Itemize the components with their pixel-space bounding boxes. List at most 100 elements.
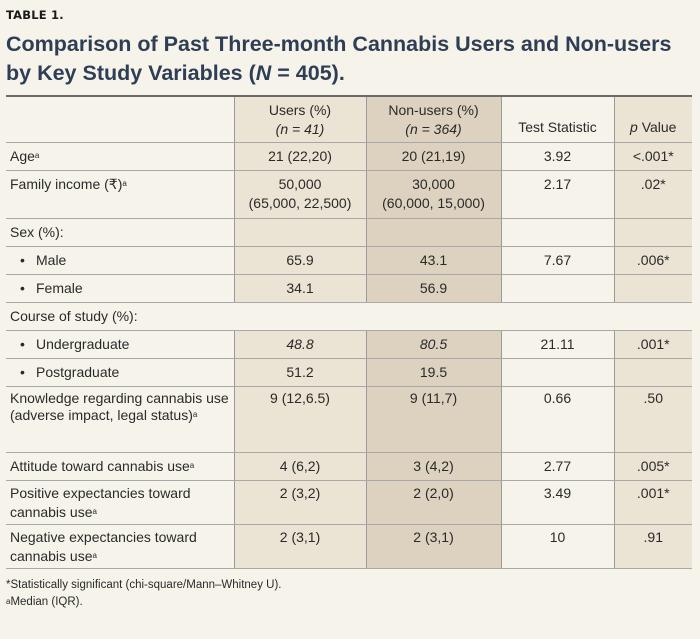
cell-test: 7.67 [501, 246, 614, 275]
cell-p: .02* [613, 170, 692, 219]
cell-line: 30,000 [412, 175, 455, 192]
comparison-table: Users (%) (n = 41) Non-users (%) (n = 36… [6, 95, 692, 569]
cell-users: 4 (6,2) [233, 452, 367, 481]
header-users: Users (%) (n = 41) [233, 96, 367, 143]
cell-users: 21 (22,20) [233, 142, 367, 171]
cell-line: (60,000, 15,000) [382, 194, 485, 211]
cell-nonusers [366, 218, 502, 247]
superscript: a [6, 596, 11, 606]
cell-users: 9 (12,6.5) [233, 386, 367, 453]
table-row: Knowledge regarding cannabis use (advers… [6, 386, 692, 453]
cell-users: 50,000 (65,000, 22,500) [233, 170, 367, 219]
row-label: • Postgraduate [6, 358, 234, 387]
cell-users: 65.9 [233, 246, 367, 275]
cell-test [501, 218, 614, 247]
header-users-label: Users (%) [268, 102, 332, 118]
row-label: Sex (%): [6, 218, 234, 247]
cell-nonusers: 2 (3,1) [366, 524, 502, 569]
cell-nonusers: 20 (21,19) [366, 142, 502, 171]
row-label-text: Age [10, 147, 35, 164]
table-row: Attitude toward cannabis usea 4 (6,2) 3 … [6, 452, 692, 481]
cell-test [501, 358, 614, 387]
row-label: • Male [6, 246, 234, 275]
cell-nonusers: 43.1 [366, 246, 502, 275]
cell-p: .005* [613, 452, 692, 481]
row-label-text: Positive expectancies toward cannabis us… [10, 484, 191, 520]
cell-p [613, 274, 692, 303]
cell-p [613, 218, 692, 247]
cell-nonusers: 30,000 (60,000, 15,000) [366, 170, 502, 219]
row-label: • Female [6, 274, 234, 303]
row-label: • Undergraduate [6, 330, 234, 359]
row-label: Positive expectancies toward cannabis us… [6, 480, 234, 525]
header-p-label: Value [637, 118, 677, 135]
row-label-text: Negative expectancies toward cannabis us… [10, 528, 197, 564]
row-label-text: Knowledge regarding cannabis use (advers… [10, 389, 229, 423]
cell-nonusers: 56.9 [366, 274, 502, 303]
header-row: Users (%) (n = 41) Non-users (%) (n = 36… [6, 96, 692, 143]
footnotes: *Statistically significant (chi-square/M… [6, 577, 694, 611]
cell-users: 2 (3,1) [233, 524, 367, 569]
cell-test: 10 [501, 524, 614, 569]
table-row: Positive expectancies toward cannabis us… [6, 480, 692, 525]
title-suffix: = 405). [271, 61, 345, 85]
table-row: Agea 21 (22,20) 20 (21,19) 3.92 <.001* [6, 142, 692, 171]
table-title: Comparison of Past Three-month Cannabis … [6, 30, 694, 88]
table-label: TABLE 1. [6, 8, 64, 22]
cell-p: .006* [613, 246, 692, 275]
cell-nonusers: 3 (4,2) [366, 452, 502, 481]
cell-nonusers: 80.5 [366, 330, 502, 359]
row-label-text: Family income (₹) [10, 175, 123, 192]
cell-p [613, 358, 692, 387]
superscript: a [34, 150, 40, 160]
cell-nonusers: 19.5 [366, 358, 502, 387]
header-nonusers: Non-users (%) (n = 364) [366, 96, 502, 143]
row-label-text: Undergraduate [36, 335, 130, 352]
table-row: • Undergraduate 48.8 80.5 21.11 .001* [6, 330, 692, 359]
cell-test: 3.92 [501, 142, 614, 171]
header-blank [6, 96, 234, 143]
table-row: • Male 65.9 43.1 7.67 .006* [6, 246, 692, 275]
cell-p: <.001* [613, 142, 692, 171]
header-nonusers-n: (n = 364) [405, 121, 462, 137]
footnote-median: aMedian (IQR). [6, 594, 694, 611]
table-row: Sex (%): [6, 218, 692, 247]
cell-nonusers: 2 (2,0) [366, 480, 502, 525]
cell-test: 3.49 [501, 480, 614, 525]
superscript: a [122, 178, 127, 188]
row-label: Negative expectancies toward cannabis us… [6, 524, 234, 569]
title-prefix: Comparison of Past Three-month Cannabis … [6, 32, 672, 85]
table-row: • Female 34.1 56.9 [6, 274, 692, 303]
cell-test [501, 274, 614, 303]
row-label-text: Female [36, 279, 83, 296]
cell-p: .50 [613, 386, 692, 453]
cell-test: 2.17 [501, 170, 614, 219]
cell-p: .91 [613, 524, 692, 569]
cell-line: 50,000 [278, 175, 322, 192]
cell-users: 51.2 [233, 358, 367, 387]
row-label: Knowledge regarding cannabis use (advers… [6, 386, 234, 453]
table-row: Course of study (%): [6, 302, 692, 331]
header-p-value: p Value [613, 96, 692, 143]
cell-test: 21.11 [501, 330, 614, 359]
cell-users: 2 (3,2) [233, 480, 367, 525]
superscript: a [192, 409, 198, 419]
cell-test: 2.77 [501, 452, 614, 481]
superscript: a [92, 506, 97, 516]
row-label: Attitude toward cannabis usea [6, 452, 234, 481]
bullet: • [20, 251, 25, 268]
row-label: Course of study (%): [6, 302, 692, 331]
header-nonusers-label: Non-users (%) [388, 102, 479, 118]
cell-users: 48.8 [233, 330, 367, 359]
header-users-n: (n = 41) [275, 121, 325, 137]
cell-users: 34.1 [233, 274, 367, 303]
table-row: Negative expectancies toward cannabis us… [6, 524, 692, 569]
header-p-symbol: p [630, 118, 638, 135]
table-row: Family income (₹)a 50,000 (65,000, 22,500… [6, 170, 692, 219]
cell-line: (65,000, 22,500) [248, 194, 352, 211]
cell-users [233, 218, 367, 247]
cell-p: .001* [613, 330, 692, 359]
header-test-statistic: Test Statistic [501, 96, 614, 143]
row-label: Family income (₹)a [6, 170, 234, 219]
bullet: • [20, 363, 25, 380]
